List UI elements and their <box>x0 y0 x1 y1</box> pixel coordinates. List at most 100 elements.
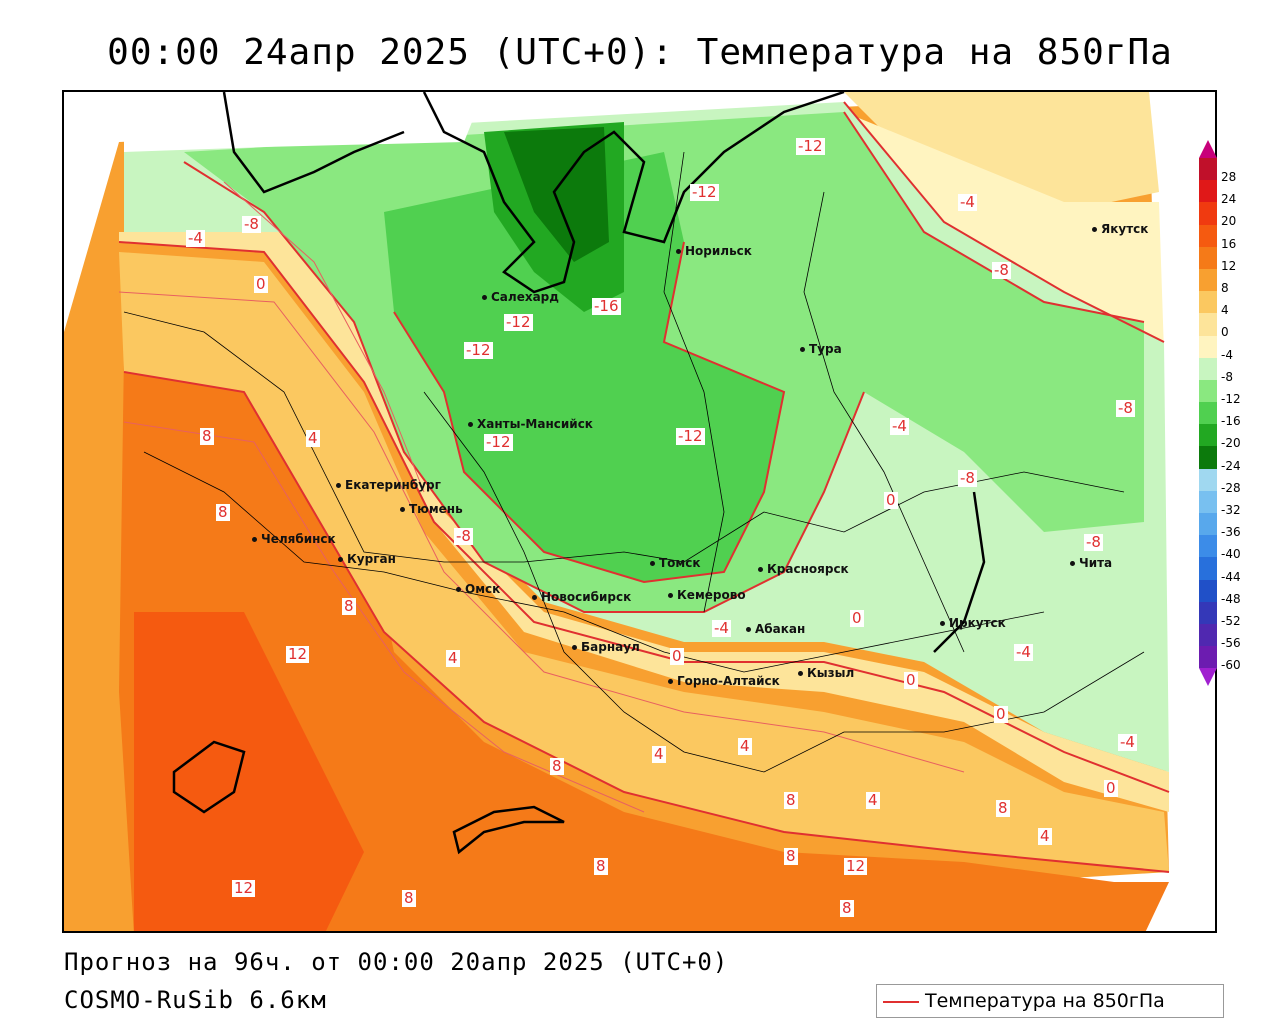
colorbar-tick-label: 20 <box>1221 214 1237 229</box>
colorbar-tick-label: -28 <box>1221 480 1241 495</box>
colorbar-segment <box>1199 623 1217 647</box>
contour-label: -4 <box>186 229 205 247</box>
colorbar-tick-label: -36 <box>1221 525 1241 540</box>
contour-label: 8 <box>840 899 854 917</box>
city-dot-icon <box>800 347 805 352</box>
contour-label: 0 <box>670 647 684 665</box>
contour-label: -12 <box>690 183 719 201</box>
model-name: COSMO-RuSib 6.6км <box>64 986 327 1014</box>
contour-label: -8 <box>1084 533 1103 551</box>
contour-label: -8 <box>454 527 473 545</box>
city-dot-icon <box>338 557 343 562</box>
contour-label: 8 <box>784 791 798 809</box>
contour-label: 12 <box>232 879 256 897</box>
city-tyumen: Тюмень <box>400 502 463 516</box>
colorbar-segment <box>1199 268 1217 292</box>
city-dot-icon <box>1070 561 1075 566</box>
contour-label: 4 <box>652 745 666 763</box>
colorbar-tick-label: -44 <box>1221 569 1241 584</box>
colorbar-tick-label: -40 <box>1221 547 1241 562</box>
colorbar-segment <box>1199 402 1217 425</box>
colorbar-tick-label: 28 <box>1221 170 1237 184</box>
city-krasnoyarsk: Красноярск <box>758 562 849 576</box>
contour-label: 0 <box>1104 779 1118 797</box>
city-kurgan: Курган <box>338 552 396 566</box>
city-dot-icon <box>746 627 751 632</box>
colorbar-segment <box>1199 535 1217 558</box>
city-kemerovo: Кемерово <box>668 588 746 602</box>
city-salekhard: Салехард <box>482 290 559 304</box>
city-dot-icon <box>468 422 473 427</box>
contour-label: 8 <box>402 889 416 907</box>
colorbar-tick-label: 12 <box>1221 258 1237 273</box>
contour-label: -4 <box>1118 733 1137 751</box>
city-yakutsk: Якутск <box>1092 222 1148 236</box>
city-tomsk: Томск <box>650 556 701 570</box>
city-dot-icon <box>456 587 461 592</box>
colorbar-max-arrow-icon <box>1199 140 1217 158</box>
colorbar-segment <box>1199 291 1217 314</box>
city-khanty-mansiysk: Ханты-Мансийск <box>468 417 593 431</box>
city-irkutsk: Иркутск <box>940 616 1006 630</box>
contour-label: -12 <box>464 341 493 359</box>
colorbar <box>1199 140 1217 687</box>
contour-label: 4 <box>738 737 752 755</box>
legend-line-icon <box>883 1001 919 1003</box>
colorbar-segment <box>1199 601 1217 624</box>
city-gorno-altaysk: Горно-Алтайск <box>668 674 780 688</box>
colorbar-segment <box>1199 180 1217 203</box>
city-dot-icon <box>572 645 577 650</box>
colorbar-segment <box>1199 158 1217 181</box>
city-dot-icon <box>482 295 487 300</box>
contour-label: 0 <box>994 705 1008 723</box>
city-kyzyl: Кызыл <box>798 666 854 680</box>
city-dot-icon <box>400 507 405 512</box>
contour-label: -12 <box>504 313 533 331</box>
contour-label: 4 <box>866 791 880 809</box>
city-chita: Чита <box>1070 556 1112 570</box>
contour-label: -4 <box>958 193 977 211</box>
colorbar-tick-label: -12 <box>1221 392 1241 406</box>
colorbar-tick-label: -4 <box>1221 347 1233 362</box>
city-abakan: Абакан <box>746 622 805 636</box>
contour-label: -4 <box>712 619 731 637</box>
colorbar-tick-label: -56 <box>1221 636 1241 651</box>
city-dot-icon <box>1092 227 1097 232</box>
contour-label: 0 <box>254 275 268 293</box>
colorbar-segment <box>1199 446 1217 469</box>
city-dot-icon <box>650 561 655 566</box>
city-dot-icon <box>336 483 341 488</box>
colorbar-segment <box>1199 646 1217 669</box>
city-dot-icon <box>940 621 945 626</box>
colorbar-tick-label: -24 <box>1221 458 1241 473</box>
contour-label: -12 <box>796 137 825 155</box>
contour-label: 8 <box>784 847 798 865</box>
city-dot-icon <box>798 671 803 676</box>
temperature-map[interactable]: Норильск Салехард Тура Якутск Ханты-Манс… <box>62 90 1217 933</box>
contour-label: 4 <box>446 649 460 667</box>
contour-label: -12 <box>676 427 705 445</box>
city-barnaul: Барнаул <box>572 640 640 654</box>
colorbar-segment <box>1199 357 1217 380</box>
contour-label: 8 <box>200 427 214 445</box>
contour-label: 12 <box>286 645 310 663</box>
colorbar-segment <box>1199 468 1217 491</box>
city-chelyabinsk: Челябинск <box>252 532 336 546</box>
contour-label: 12 <box>844 857 868 875</box>
city-ekaterinburg: Екатеринбург <box>336 478 441 492</box>
legend-label: Температура на 850гПа <box>925 990 1165 1012</box>
contour-label: -8 <box>992 261 1011 279</box>
colorbar-segment <box>1199 579 1217 602</box>
forecast-info: Прогноз на 96ч. от 00:00 20апр 2025 (UTC… <box>64 948 729 976</box>
city-dot-icon <box>668 679 673 684</box>
contour-label: 0 <box>850 609 864 627</box>
colorbar-tick-label: -60 <box>1221 658 1241 673</box>
colorbar-segment <box>1199 424 1217 447</box>
city-novosibirsk: Новосибирск <box>532 590 631 604</box>
warm-belt <box>119 252 1169 872</box>
contour-label: -4 <box>1014 643 1033 661</box>
colorbar-tick-label: 24 <box>1221 192 1237 207</box>
warm-region-ne <box>844 92 1159 212</box>
contour-label: 0 <box>884 491 898 509</box>
contour-label: 8 <box>216 503 230 521</box>
